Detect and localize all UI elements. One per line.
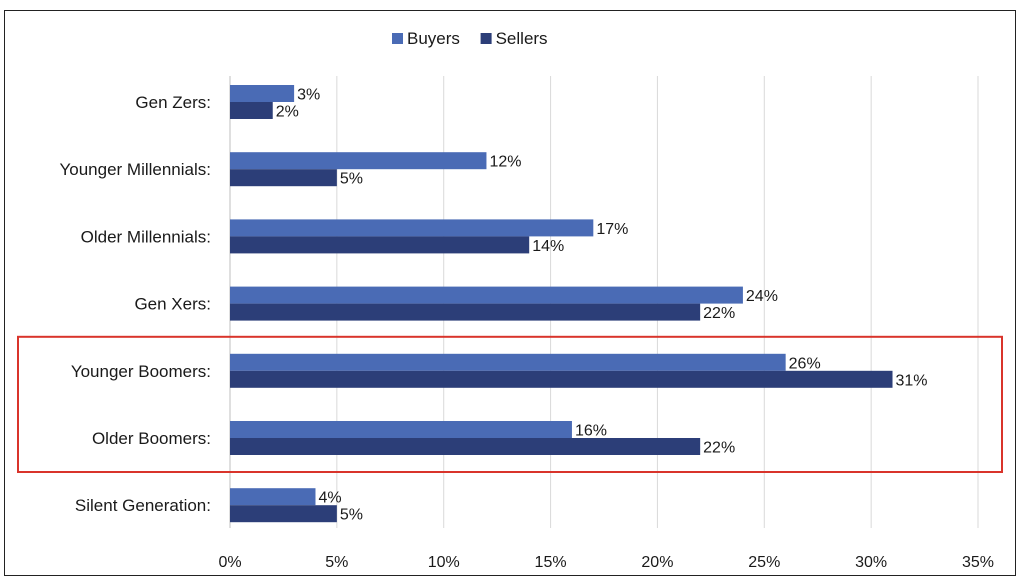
legend: Buyers Sellers — [392, 29, 548, 48]
bar-buyers-older-boomers — [230, 421, 572, 438]
x-tick-label-30: 30% — [855, 554, 887, 571]
category-label-older-boomers: Older Boomers: — [92, 429, 211, 448]
bar-sellers-older-millennials — [230, 236, 530, 254]
x-tick-label-5: 5% — [325, 554, 348, 571]
data-label-sellers-younger-boomers: 31% — [896, 372, 928, 389]
legend-label-sellers: Sellers — [496, 29, 548, 48]
bar-buyers-younger-millennials — [230, 152, 487, 170]
legend-label-buyers: Buyers — [407, 29, 460, 48]
bar-sellers-gen-xers — [230, 303, 701, 321]
bar-sellers-gen-zers — [230, 102, 273, 119]
category-label-younger-boomers: Younger Boomers: — [71, 362, 211, 381]
category-label-gen-zers: Gen Zers: — [135, 93, 211, 112]
bar-buyers-silent-generation — [230, 488, 316, 506]
data-label-buyers-silent-generation: 4% — [318, 490, 341, 507]
bar-buyers-older-millennials — [230, 219, 594, 237]
x-tick-label-20: 20% — [641, 554, 673, 571]
x-tick-label-25: 25% — [748, 554, 780, 571]
highlight-box-layer — [17, 335, 1003, 473]
bar-sellers-younger-boomers — [230, 370, 893, 388]
category-label-silent-generation: Silent Generation: — [75, 496, 211, 515]
data-label-sellers-gen-xers: 22% — [703, 305, 735, 322]
data-label-buyers-older-millennials: 17% — [596, 221, 628, 238]
data-label-sellers-older-millennials: 14% — [532, 238, 564, 255]
x-tick-label-0: 0% — [218, 554, 241, 571]
data-label-sellers-older-boomers: 22% — [703, 440, 735, 457]
bar-buyers-younger-boomers — [230, 353, 786, 371]
data-label-sellers-gen-zers: 2% — [276, 104, 299, 121]
data-label-sellers-silent-generation: 5% — [340, 507, 363, 524]
labels: 0% 5% 10% 15% 20% 25% 30% 35% Gen Zers: 3%2% Young… — [59, 87, 994, 572]
bars — [230, 85, 893, 523]
bar-buyers-gen-zers — [230, 85, 295, 102]
bar-sellers-older-boomers — [230, 438, 701, 455]
data-label-sellers-younger-millennials: 5% — [340, 171, 363, 188]
data-label-buyers-gen-zers: 3% — [297, 87, 320, 104]
bar-sellers-silent-generation — [230, 505, 337, 523]
data-label-buyers-gen-xers: 24% — [746, 288, 778, 305]
bar-buyers-gen-xers — [230, 286, 743, 304]
legend-swatch-buyers — [392, 33, 403, 44]
data-label-buyers-younger-boomers: 26% — [789, 355, 821, 372]
bar-sellers-younger-millennials — [230, 169, 337, 187]
highlight-box — [17, 335, 1003, 473]
category-label-gen-xers: Gen Xers: — [134, 295, 211, 314]
data-label-buyers-older-boomers: 16% — [575, 423, 607, 440]
x-tick-label-15: 15% — [535, 554, 567, 571]
x-tick-label-10: 10% — [428, 554, 460, 571]
category-label-older-millennials: Older Millennials: — [81, 227, 211, 246]
category-label-younger-millennials: Younger Millennials: — [59, 160, 211, 179]
data-label-buyers-younger-millennials: 12% — [489, 154, 521, 171]
legend-swatch-sellers — [480, 33, 492, 44]
x-tick-label-35: 35% — [962, 554, 994, 571]
